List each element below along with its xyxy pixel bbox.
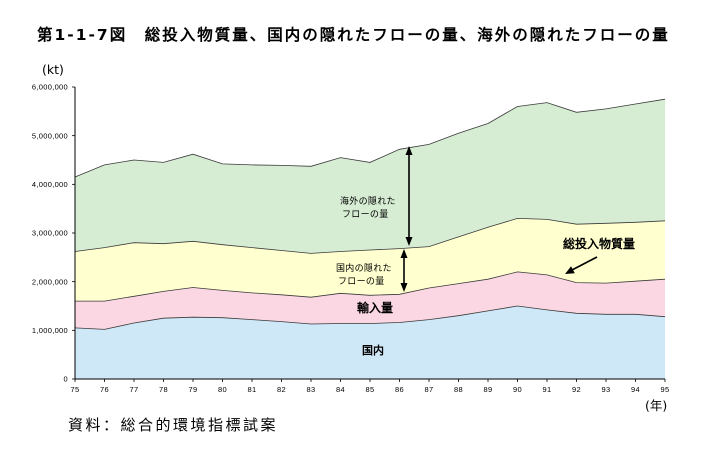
series-label-domestic-hidden-flow: 国内の隠れた フローの量 <box>336 262 392 287</box>
x-tick-label: 81 <box>248 385 257 394</box>
source-note: 資料：総合的環境指標試案 <box>68 416 279 434</box>
y-axis-ticks: 0 1,000,000 2,000,000 3,000,000 4,000,000 5,0… <box>32 83 75 384</box>
series-top-line-3 <box>74 98 666 178</box>
series-top-line-1 <box>75 271 666 302</box>
series-label-line: 国内の隠れた <box>336 262 392 274</box>
y-tick-label: 0 <box>64 375 68 384</box>
double-arrow-domestic-hidden-flow <box>400 249 408 292</box>
x-tick-label: 77 <box>130 385 139 394</box>
x-tick-label: 80 <box>218 385 227 394</box>
x-tick-label: 75 <box>71 385 80 394</box>
x-tick-label: 79 <box>189 385 198 394</box>
x-axis-unit-label: (年) <box>645 398 667 413</box>
x-tick-label: 91 <box>543 385 552 394</box>
x-tick-label: 78 <box>159 385 168 394</box>
x-axis-ticks: 75 76 77 78 79 80 81 82 83 84 85 86 87 88 89 90 91 92 93 94… <box>71 379 670 394</box>
arrowhead <box>400 283 408 292</box>
x-tick-label: 93 <box>602 385 611 394</box>
arrowhead <box>405 237 413 246</box>
series-top-line-0 <box>74 305 666 330</box>
x-tick-label: 95 <box>661 385 670 394</box>
y-tick-label: 6,000,000 <box>32 83 68 92</box>
area-series-2 <box>75 218 665 302</box>
annotation-total-material-input: 総投入物質量 <box>563 236 635 251</box>
x-tick-label: 82 <box>277 385 286 394</box>
y-axis-unit-label: (kt) <box>42 62 64 77</box>
series-boundary-lines <box>74 98 666 330</box>
series-label-line: フローの量 <box>342 209 389 220</box>
arrowhead <box>405 146 413 155</box>
series-label-overseas-hidden-flow: 海外の隠れた フローの量 <box>340 195 396 220</box>
figure-title: 第1-1-7図 総投入物質量、国内の隠れたフローの量、海外の隠れたフローの量 <box>37 26 670 44</box>
series-label-imports: 輸入量 <box>357 300 393 315</box>
x-tick-label: 87 <box>425 385 434 394</box>
x-tick-label: 94 <box>631 385 640 394</box>
x-tick-label: 90 <box>513 385 522 394</box>
y-tick-label: 5,000,000 <box>32 131 68 140</box>
double-arrow-overseas-hidden-flow <box>405 146 413 246</box>
x-tick-label: 83 <box>307 385 316 394</box>
series-label-line: 海外の隠れた <box>340 195 396 207</box>
x-tick-label: 92 <box>572 385 581 394</box>
arrow-shaft <box>571 256 598 271</box>
x-tick-label: 89 <box>484 385 493 394</box>
x-tick-label: 86 <box>395 385 404 394</box>
arrow-total-material-input <box>565 256 598 274</box>
x-tick-label: 85 <box>366 385 375 394</box>
series-label-domestic: 国内 <box>362 343 384 357</box>
area-series-3 <box>75 99 665 254</box>
arrowhead <box>400 249 408 258</box>
x-tick-label: 88 <box>454 385 463 394</box>
y-tick-label: 2,000,000 <box>32 277 68 286</box>
y-tick-label: 4,000,000 <box>32 180 68 189</box>
series-top-line-2 <box>74 217 666 254</box>
arrowhead <box>565 266 575 274</box>
y-tick-label: 1,000,000 <box>32 326 68 335</box>
series-label-line: フローの量 <box>338 276 385 287</box>
area-series-0 <box>75 306 665 379</box>
x-tick-label: 76 <box>100 385 109 394</box>
y-tick-label: 3,000,000 <box>32 229 68 238</box>
series-areas <box>75 99 665 379</box>
x-tick-label: 84 <box>336 385 345 394</box>
area-series-1 <box>75 271 665 330</box>
